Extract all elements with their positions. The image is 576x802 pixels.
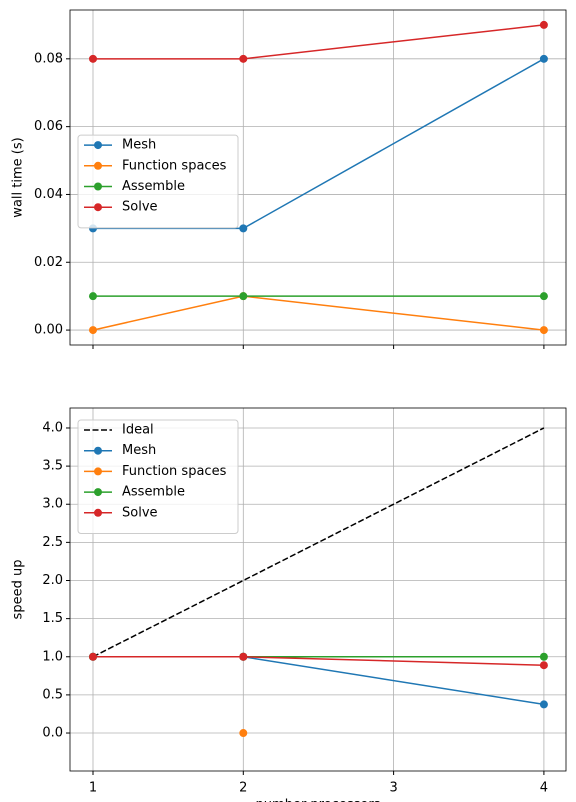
data-point [88, 292, 97, 301]
y-tick-label: 0.04 [34, 187, 63, 202]
data-point [239, 729, 248, 738]
series-line [92, 656, 544, 666]
x-axis-label: number processors [256, 798, 381, 802]
legend-box [77, 419, 239, 534]
x-tick-label: 2 [239, 781, 247, 796]
legend-box [77, 134, 239, 229]
y-tick-label: 2.0 [42, 573, 63, 588]
y-axis-label: speed up [11, 560, 26, 620]
data-point [539, 20, 548, 29]
legend-label: Solve [122, 200, 158, 215]
y-tick-label: 1.5 [42, 611, 63, 626]
legend-label: Ideal [122, 423, 154, 438]
legend-marker [94, 467, 102, 476]
y-tick-label: 2.5 [42, 535, 63, 550]
data-point [88, 326, 97, 335]
legend: Ideal Mesh Function spaces Assemble Solve [77, 419, 239, 534]
legend-label: Assemble [122, 485, 185, 500]
plot-frame [69, 407, 567, 772]
legend-marker [94, 161, 102, 170]
data-point [539, 292, 548, 301]
data-point [239, 54, 248, 63]
data-point [88, 54, 97, 63]
y-axis-label: wall time (s) [11, 137, 26, 217]
y-tick-label: 1.0 [42, 649, 63, 664]
legend-marker [94, 508, 102, 517]
x-tick-label: 1 [89, 781, 97, 796]
legend-label: Function spaces [122, 464, 227, 479]
y-tick-label: 3.5 [42, 459, 63, 474]
y-tick-label: 0.06 [34, 119, 63, 134]
x-tick-label: 4 [540, 781, 548, 796]
y-tick-label: 3.0 [42, 497, 63, 512]
data-point [539, 661, 548, 670]
axes: 0.00 0.02 0.04 0.06 0.08 wall time (s) [11, 9, 567, 349]
y-tick-label: 0.0 [42, 726, 63, 741]
legend-label: Assemble [122, 179, 185, 194]
legend: Mesh Function spaces Assemble Solve [77, 134, 239, 229]
plot-frame [69, 9, 567, 346]
series-line [92, 295, 544, 331]
data-point [539, 326, 548, 335]
legend-label: Mesh [122, 443, 156, 458]
legend-marker [94, 182, 102, 191]
data-point [239, 652, 248, 661]
y-tick-label: 0.5 [42, 687, 63, 702]
legend-label: Mesh [122, 138, 156, 153]
legend-marker [94, 488, 102, 497]
x-tick-label: 3 [389, 781, 397, 796]
data-point [539, 700, 548, 709]
data-point [239, 292, 248, 301]
legend-label: Solve [122, 505, 158, 520]
series-line [92, 24, 544, 60]
y-tick-label: 0.02 [34, 255, 63, 270]
y-tick-label: 0.08 [34, 51, 63, 66]
data-point [239, 224, 248, 233]
legend-marker [94, 446, 102, 455]
data-point [539, 652, 548, 661]
series-line [92, 427, 545, 658]
y-tick-label: 0.00 [34, 323, 63, 338]
data-point [539, 54, 548, 63]
legend-label: Function spaces [122, 158, 227, 173]
legend-marker [94, 203, 102, 212]
y-tick-label: 4.0 [42, 420, 63, 435]
legend-marker [94, 141, 102, 150]
data-point [88, 652, 97, 661]
